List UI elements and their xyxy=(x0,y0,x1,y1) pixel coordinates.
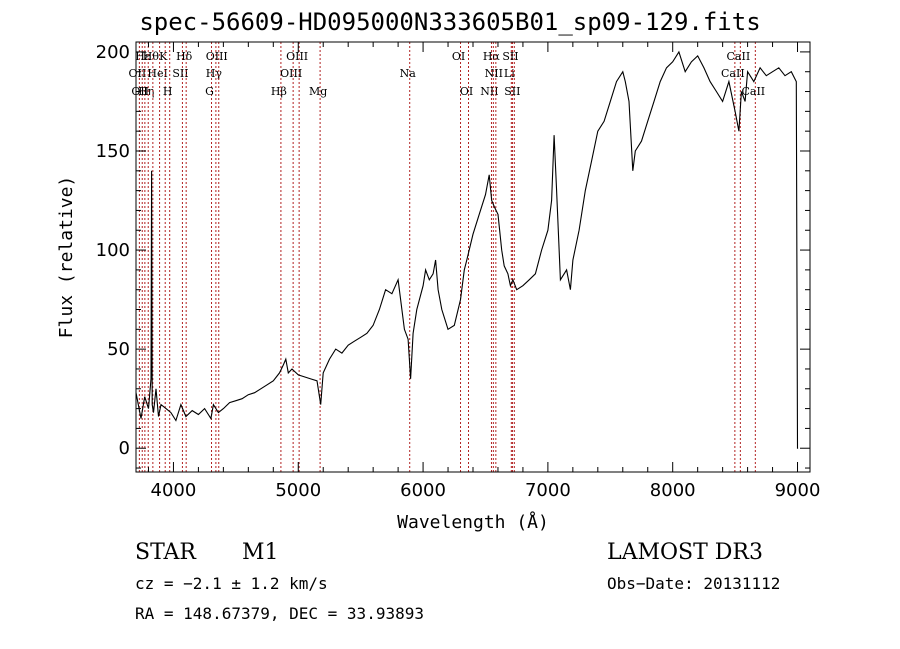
y-axis-label: Flux (relative) xyxy=(56,176,77,339)
x-axis-label: Wavelength (Å) xyxy=(397,511,549,533)
object-subclass: M1 xyxy=(242,540,279,565)
line-label-18: OI xyxy=(452,50,465,63)
line-label-19: OI xyxy=(460,85,473,98)
line-label-0: OII xyxy=(129,67,147,80)
y-tick-label-150: 150 xyxy=(96,141,130,162)
observation-date: Obs−Date: 20131112 xyxy=(607,574,781,593)
line-label-8: SII xyxy=(172,67,188,80)
line-label-13: Hβ xyxy=(271,85,287,98)
y-tick-label-200: 200 xyxy=(96,42,130,63)
line-label-16: Mg xyxy=(309,85,327,98)
x-tick-label-6000: 6000 xyxy=(400,480,446,501)
line-label-5: HeI xyxy=(147,67,167,80)
chart-title: spec-56609-HD095000N333605B01_sp09-129.f… xyxy=(139,8,761,36)
x-tick-label-4000: 4000 xyxy=(151,480,197,501)
line-label-25: SII xyxy=(504,85,520,98)
line-label-28: CaII xyxy=(741,85,765,98)
object-class: STAR xyxy=(135,540,196,565)
spectrum-line xyxy=(135,50,799,449)
line-label-4: Hθ xyxy=(143,50,160,63)
line-label-12: OIII xyxy=(206,50,228,63)
line-label-20: NII xyxy=(480,85,498,98)
y-tick-label-0: 0 xyxy=(119,438,130,459)
y-tick-label-100: 100 xyxy=(96,240,130,261)
y-tick-label-50: 50 xyxy=(107,339,130,360)
line-label-21: Hα xyxy=(483,50,501,63)
line-label-2: Hε xyxy=(135,50,151,63)
line-label-23: Li xyxy=(504,67,515,80)
line-label-17: Na xyxy=(400,67,417,80)
line-label-24: SII xyxy=(502,50,518,63)
line-label-6: K xyxy=(159,50,168,63)
plot-frame xyxy=(135,41,811,473)
line-label-9: Hδ xyxy=(176,50,193,63)
redshift-velocity: cz = −2.1 ± 1.2 km/s xyxy=(135,574,328,593)
x-tick-label-7000: 7000 xyxy=(525,480,571,501)
line-label-15: OIII xyxy=(286,50,308,63)
line-label-11: Hγ xyxy=(206,67,223,80)
x-tick-label-5000: 5000 xyxy=(275,480,321,501)
line-label-7: H xyxy=(163,85,173,98)
x-tick-label-9000: 9000 xyxy=(775,480,821,501)
line-label-27: CaII xyxy=(727,50,751,63)
survey-name: LAMOST DR3 xyxy=(607,540,763,565)
coordinates: RA = 148.67379, DEC = 33.93893 xyxy=(135,604,424,623)
line-label-22: NII xyxy=(485,67,503,80)
line-label-26: CaII xyxy=(721,67,745,80)
line-label-10: G xyxy=(205,85,214,98)
line-label-3: Hη xyxy=(138,85,154,98)
x-tick-label-8000: 8000 xyxy=(650,480,696,501)
line-label-14: OIII xyxy=(280,67,302,80)
